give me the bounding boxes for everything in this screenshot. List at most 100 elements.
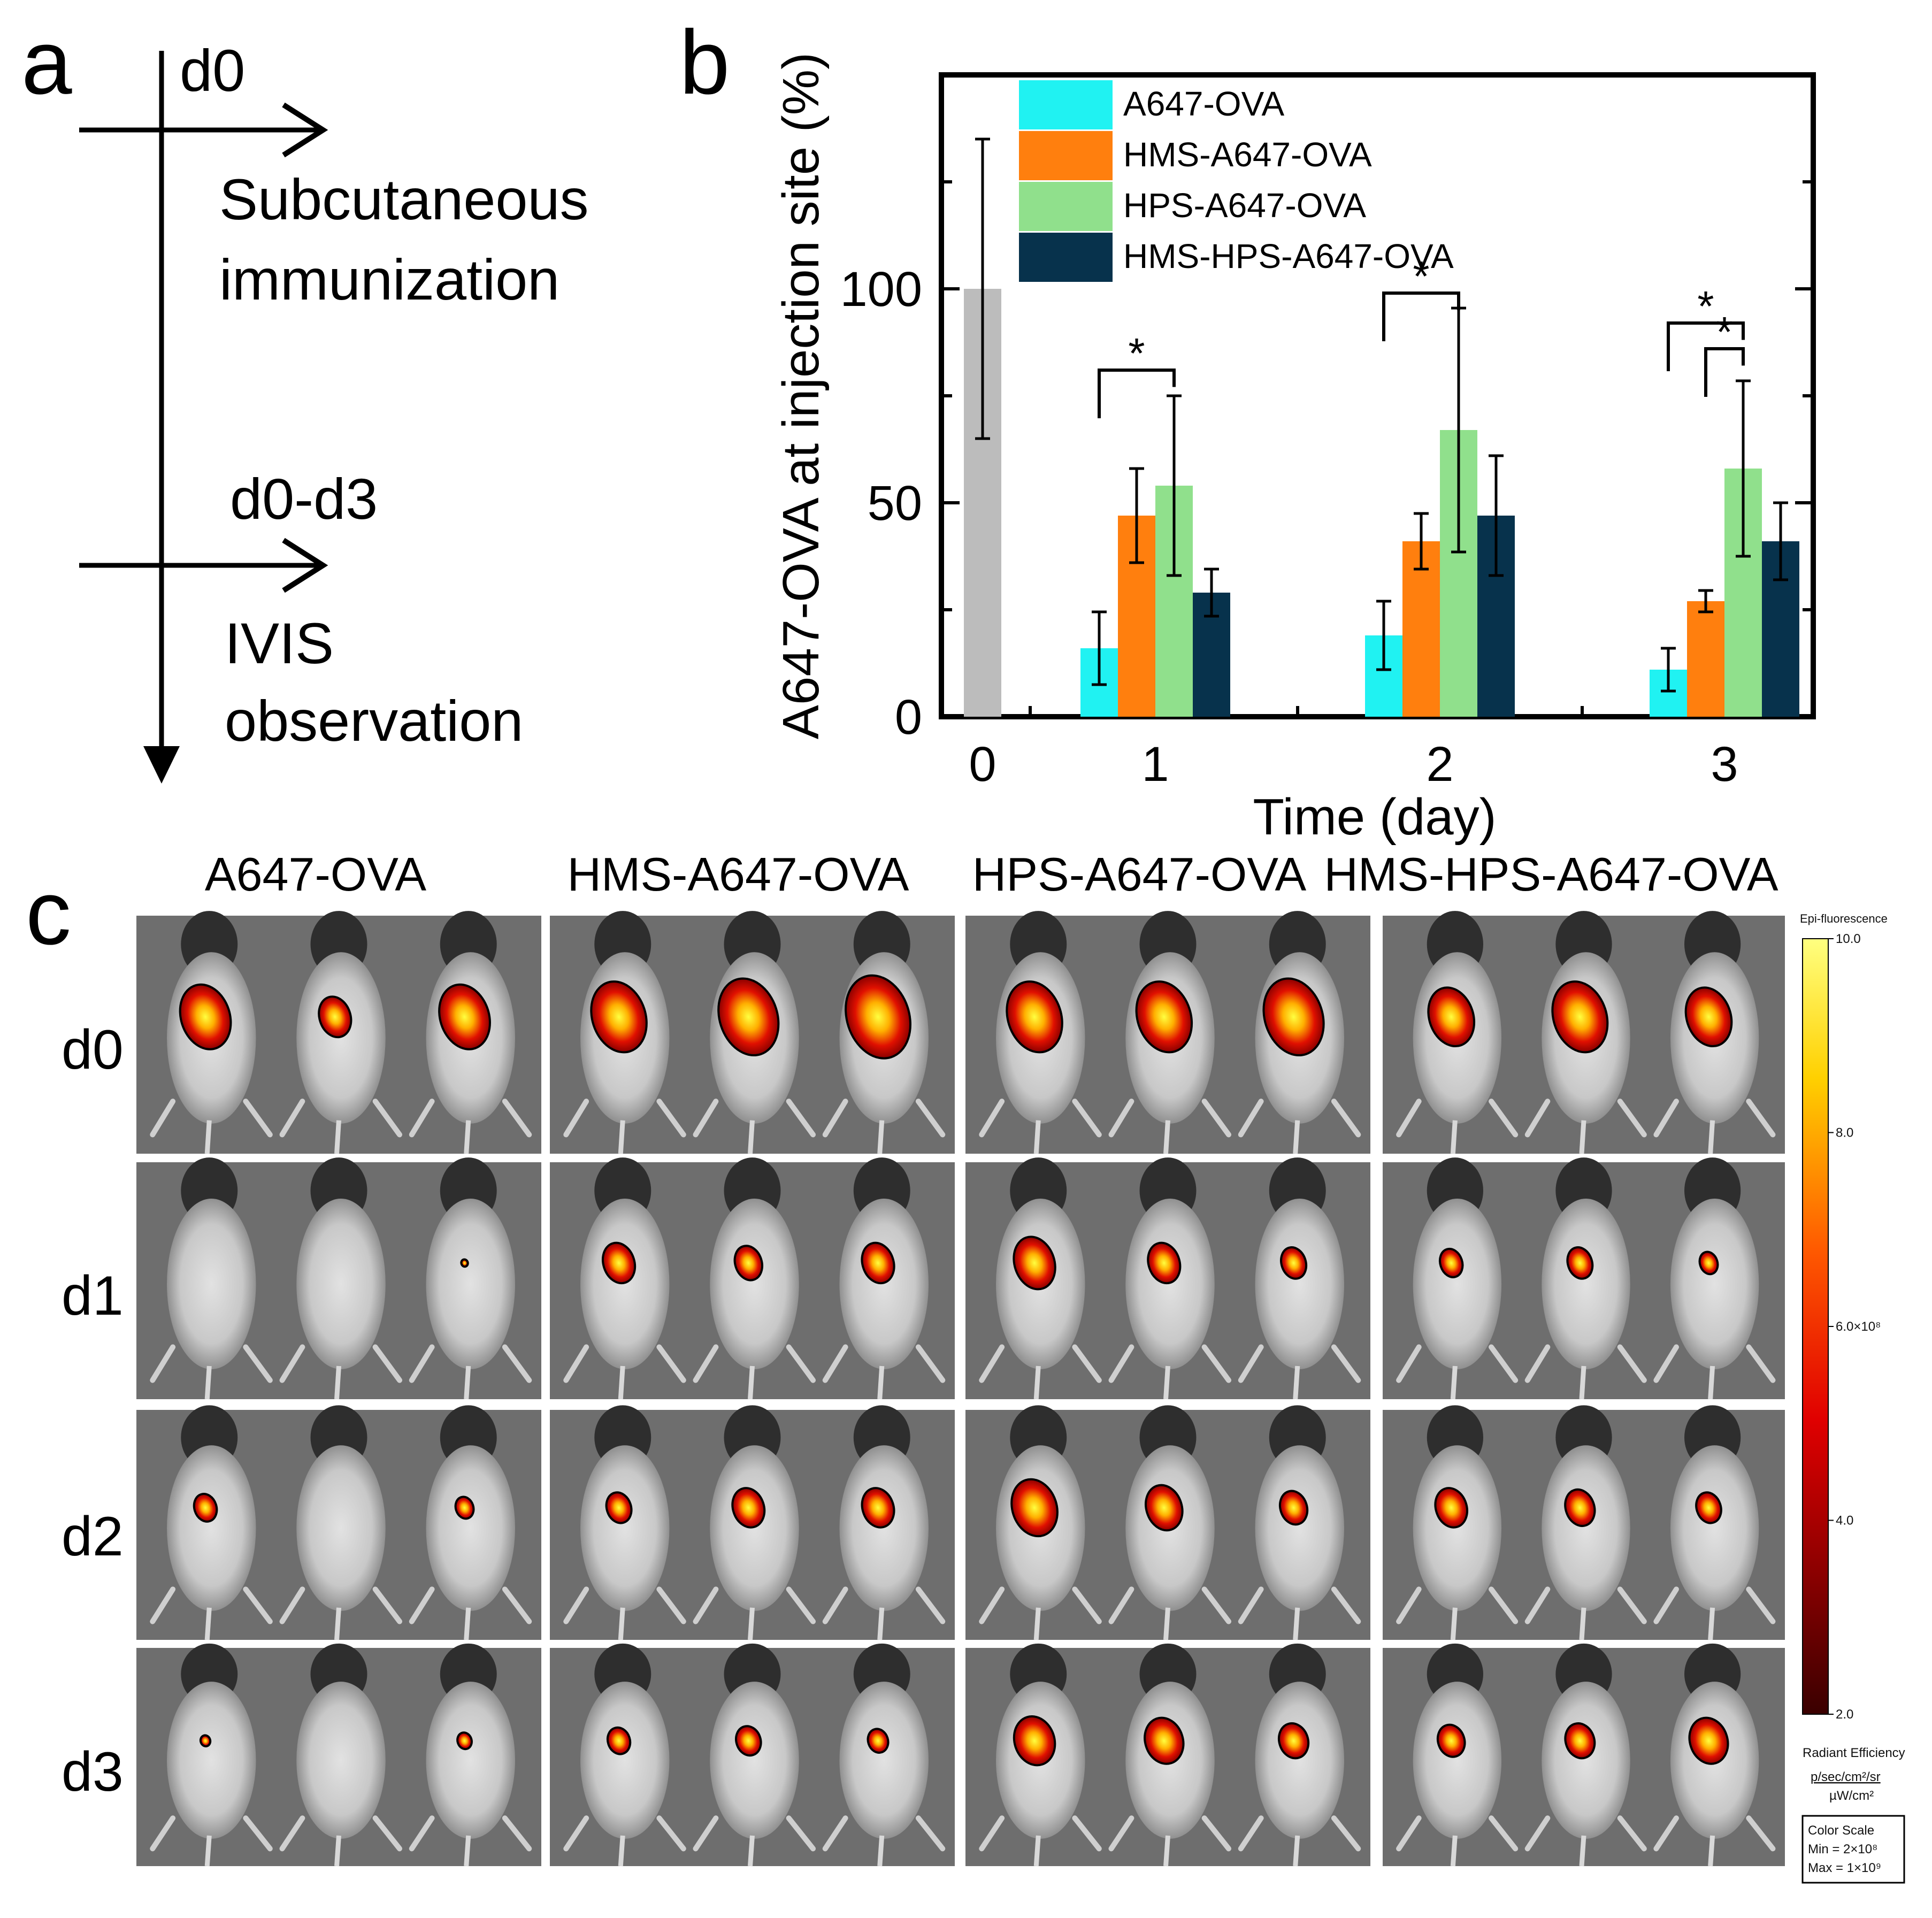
mouse-body (296, 952, 386, 1124)
mouse (279, 1157, 403, 1400)
mouse-tail (464, 1120, 471, 1154)
fluorescence-signal (1010, 1478, 1059, 1538)
fluorescence-signal (605, 1491, 633, 1524)
mouse-leg (372, 1586, 403, 1624)
mouse-leg (1072, 1099, 1102, 1138)
mouse-leg (1108, 1344, 1134, 1383)
mouse-leg (822, 1815, 848, 1852)
mouse (1108, 911, 1232, 1154)
mouse-tail (1708, 1120, 1715, 1154)
panel-c-letter: c (26, 862, 71, 964)
mouse-leg (915, 1344, 946, 1383)
mouse-body (1542, 1682, 1630, 1839)
mouse-tail (748, 1835, 755, 1867)
mouse-leg (1201, 1099, 1232, 1138)
mouse-leg (1524, 1586, 1551, 1624)
mouse-body (426, 1199, 516, 1369)
mouse-leg (1331, 1099, 1361, 1138)
mouse (979, 911, 1102, 1154)
color-gradient-bar (1802, 938, 1829, 1715)
scale-tick-label: 6.0×10⁸ (1836, 1319, 1881, 1334)
legend-label: HPS-A647-OVA (1123, 186, 1366, 225)
mouse-tail (748, 1607, 755, 1640)
mouse-tail (1579, 1835, 1586, 1867)
mouse (1653, 1405, 1776, 1640)
mouse-leg (1489, 1815, 1519, 1852)
mouse (409, 911, 532, 1154)
mouse-leg (786, 1099, 816, 1138)
fluorescence-signal (861, 1241, 895, 1285)
arrow-immunization-head (282, 102, 328, 158)
significance-bracket (1704, 347, 1745, 397)
mouse-leg (1108, 1815, 1134, 1852)
mouse-body (1542, 1445, 1630, 1611)
mouse-leg (915, 1815, 946, 1852)
mouse-leg (1489, 1344, 1519, 1383)
mouse-body (1670, 1445, 1759, 1611)
scale-title: Epi-fluorescence (1800, 912, 1888, 925)
mouse-leg (979, 1815, 1005, 1852)
group-header: HPS-A647-OVA (972, 848, 1307, 901)
mouse-tail (1033, 1607, 1041, 1640)
mouse-leg (1331, 1586, 1361, 1624)
scale-tick-label: 8.0 (1836, 1126, 1853, 1140)
step-immunization-line1: Subcutaneous (219, 167, 589, 232)
mouse-tail (334, 1365, 341, 1400)
legend-label: HMS-HPS-A647-OVA (1123, 237, 1454, 275)
mouse-leg (502, 1344, 532, 1383)
mouse (693, 1643, 816, 1867)
fluorescence-signal (1144, 1716, 1185, 1765)
mouse-tail (1579, 1120, 1586, 1154)
mouse-leg (372, 1815, 403, 1852)
mouse-leg (979, 1344, 1005, 1383)
legend-label: HMS-A647-OVA (1123, 135, 1372, 174)
mouse-tail (1450, 1120, 1458, 1154)
mouse-tail (464, 1607, 471, 1640)
mouse-leg (786, 1344, 816, 1383)
mouse (563, 911, 686, 1154)
mouse (150, 911, 273, 1154)
fluorescence-signal (456, 1731, 473, 1751)
mouse-leg (1653, 1344, 1679, 1383)
mouse (1396, 1643, 1519, 1867)
day-row-label: d2 (62, 1506, 124, 1568)
day-row-label: d0 (62, 1019, 124, 1081)
fluorescence-signal (1277, 1722, 1310, 1760)
mouse-tail (1163, 1835, 1170, 1867)
mouse-leg (1072, 1586, 1102, 1624)
mouse-leg (150, 1344, 176, 1383)
ivis-image-hps-a647-ova-d1 (965, 1157, 1370, 1400)
mouse-leg (656, 1344, 686, 1383)
mouse-tail (618, 1607, 625, 1640)
mouse-leg (1653, 1815, 1679, 1852)
fluorescence-signal (731, 1487, 766, 1529)
panel-a-letter: a (21, 12, 72, 113)
mouse (1238, 911, 1361, 1154)
group-header: HMS-HPS-A647-OVA (1324, 848, 1778, 901)
ivis-image-a647-ova-d3 (136, 1643, 541, 1867)
mouse-tail (1450, 1607, 1458, 1640)
timeline-arrowhead (143, 746, 180, 784)
mouse-leg (1489, 1586, 1519, 1624)
fluorescence-signal (1564, 1722, 1596, 1760)
mouse-tail (1708, 1607, 1715, 1640)
mouse-leg (822, 1344, 848, 1383)
mouse-tail (204, 1607, 212, 1640)
mouse-leg (1617, 1815, 1647, 1852)
mouse (693, 911, 816, 1154)
mouse-leg (279, 1099, 305, 1138)
fluorescence-signal (733, 1245, 763, 1282)
mouse (279, 1643, 403, 1867)
legend-swatch (1019, 80, 1113, 129)
significance-bracket (1382, 291, 1460, 341)
mouse-leg (1746, 1586, 1776, 1624)
mouse-leg (1331, 1344, 1361, 1383)
mouse-tail (204, 1835, 212, 1867)
ivis-image-hps-a647-ova-d0 (965, 911, 1370, 1154)
ivis-image-a647-ova-d1 (136, 1157, 541, 1400)
fluorescence-signal (1436, 1723, 1466, 1758)
mouse-body (1413, 1682, 1502, 1839)
mouse-body (580, 1445, 670, 1611)
mouse-body (166, 1682, 256, 1839)
